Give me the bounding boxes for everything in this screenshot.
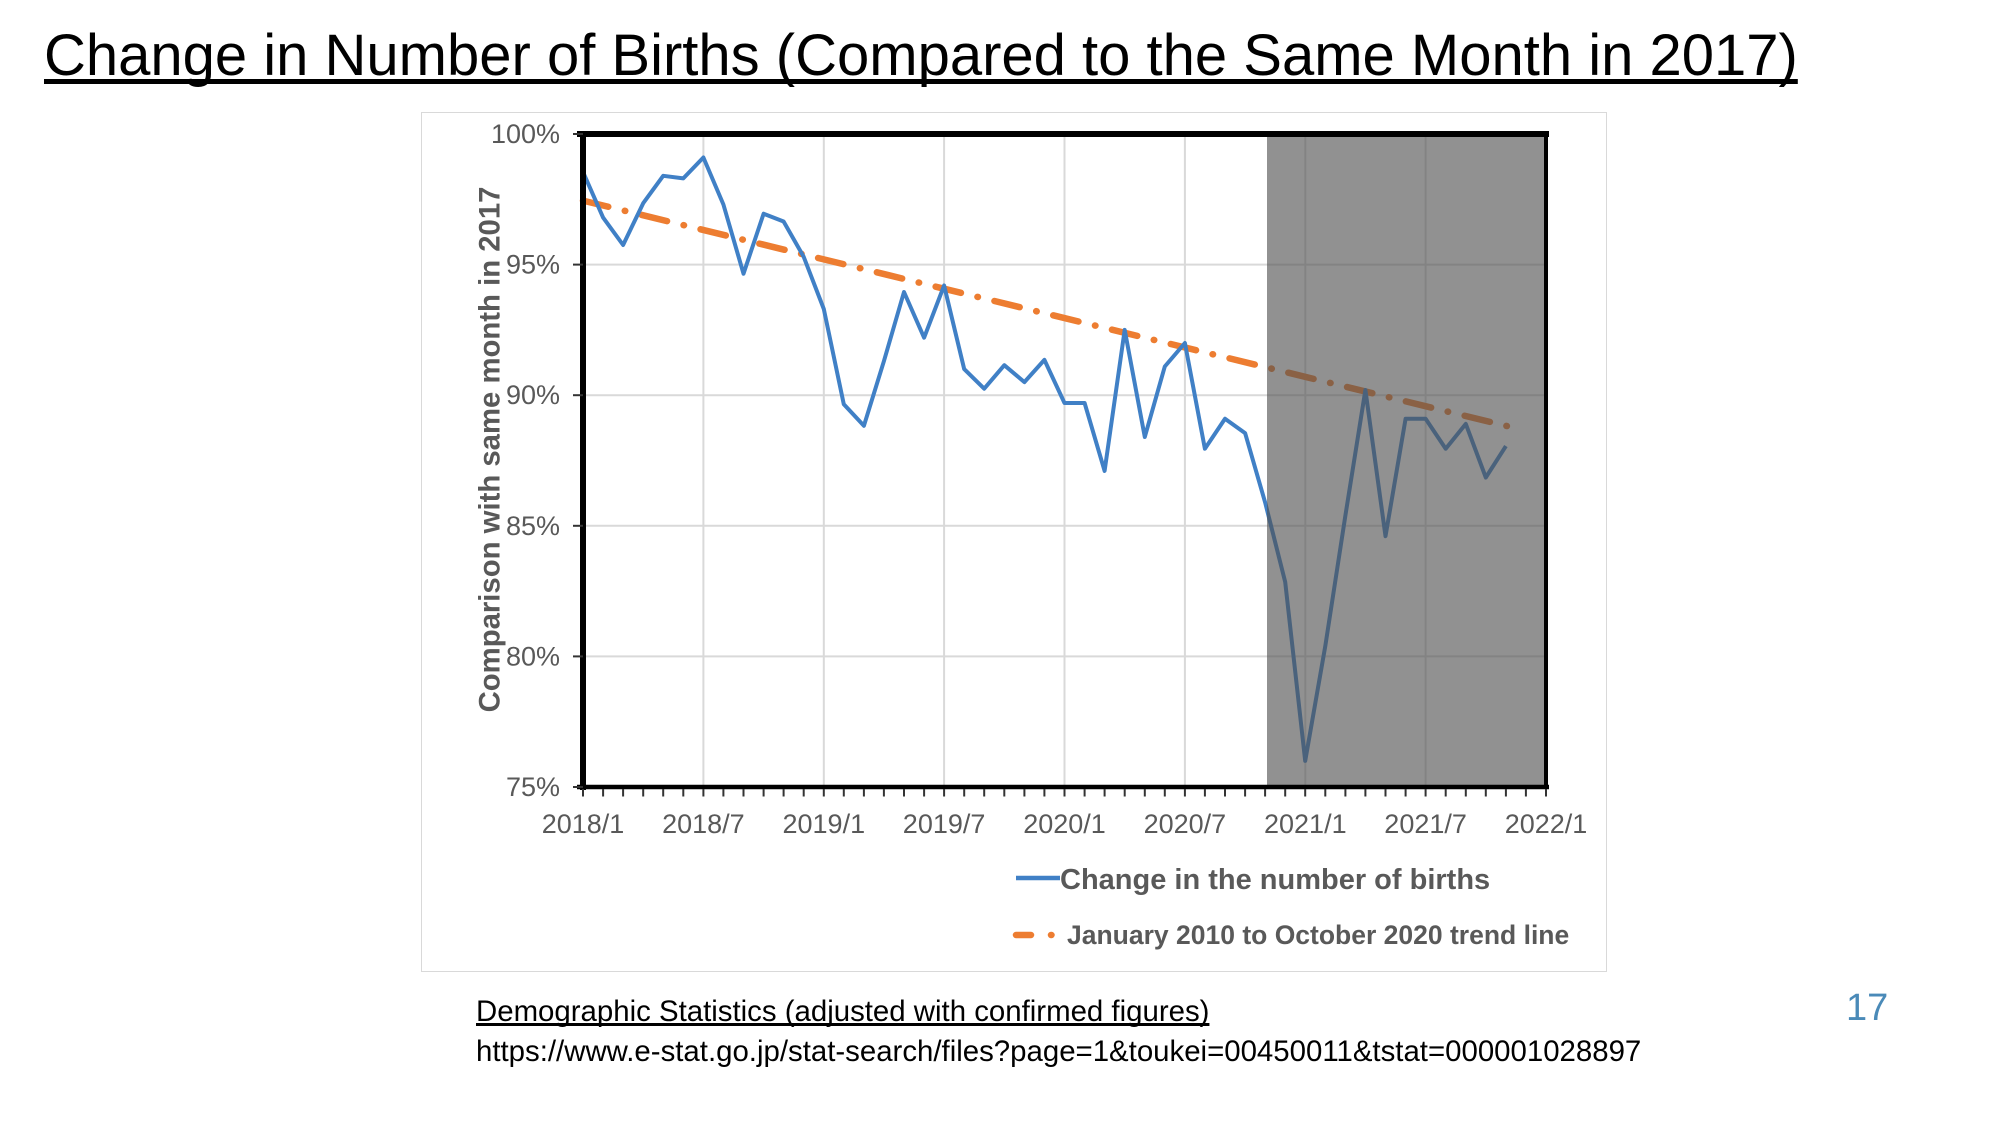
svg-text:2021/1: 2021/1 xyxy=(1264,809,1347,839)
svg-text:January 2010 to October 2020 t: January 2010 to October 2020 trend line xyxy=(1067,920,1569,950)
svg-text:2020/1: 2020/1 xyxy=(1023,809,1106,839)
svg-text:95%: 95% xyxy=(506,250,560,280)
svg-text:2018/1: 2018/1 xyxy=(542,809,625,839)
svg-text:2019/7: 2019/7 xyxy=(903,809,986,839)
svg-text:85%: 85% xyxy=(506,511,560,541)
svg-text:2019/1: 2019/1 xyxy=(783,809,866,839)
svg-text:Comparison with same month in: Comparison with same month in 2017 xyxy=(474,187,507,713)
svg-text:80%: 80% xyxy=(506,641,560,671)
svg-text:2020/7: 2020/7 xyxy=(1144,809,1227,839)
svg-text:2021/7: 2021/7 xyxy=(1384,809,1467,839)
svg-text:75%: 75% xyxy=(506,772,560,802)
svg-text:90%: 90% xyxy=(506,380,560,410)
svg-text:2018/7: 2018/7 xyxy=(662,809,745,839)
svg-text:Change in the number of births: Change in the number of births xyxy=(1060,864,1490,896)
svg-text:100%: 100% xyxy=(491,119,560,149)
svg-text:2022/1: 2022/1 xyxy=(1505,809,1588,839)
